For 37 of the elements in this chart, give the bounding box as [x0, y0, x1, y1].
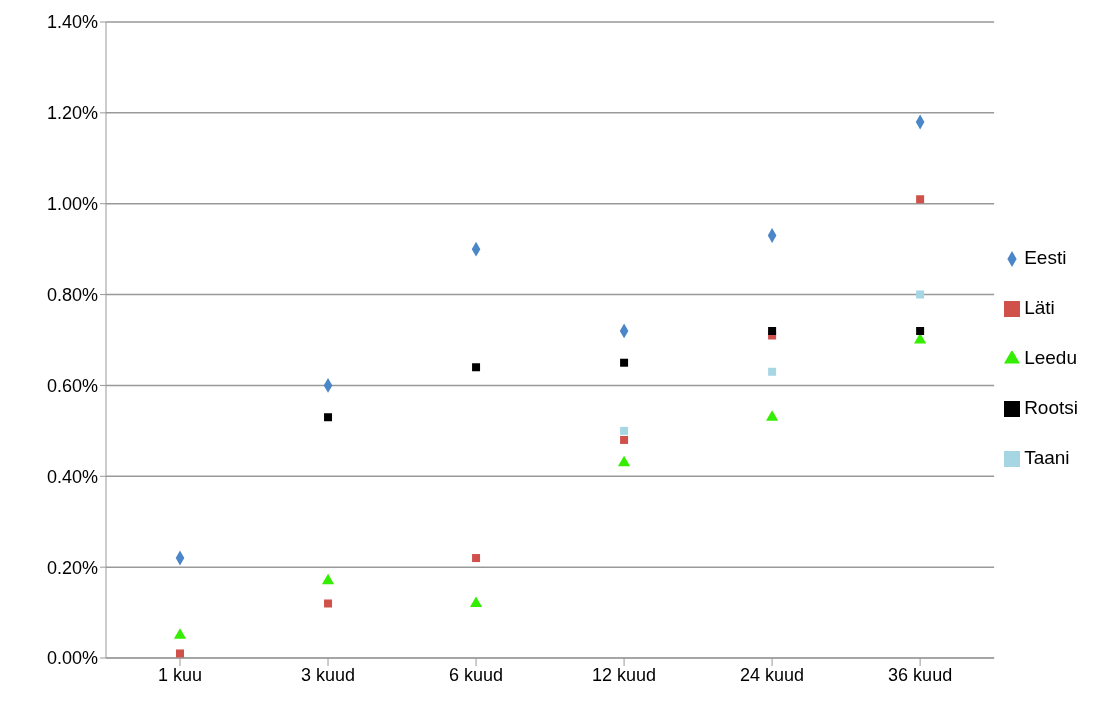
y-tick-label: 0.00%	[46, 648, 98, 669]
legend-label: Leedu	[1024, 347, 1077, 368]
x-tick-label: 12 kuud	[592, 664, 657, 685]
point	[618, 455, 631, 467]
point	[766, 410, 779, 421]
x-tick-label: 1 kuu	[157, 664, 203, 685]
point	[916, 290, 925, 299]
point	[768, 326, 777, 335]
x-tick-label: 6 kuud	[449, 664, 504, 685]
y-tick-label: 0.60%	[46, 375, 98, 396]
x-tick-label: 24 kuud	[740, 664, 805, 685]
legend-label: Läti	[1024, 297, 1055, 318]
x-tick-label: 36 kuud	[888, 664, 953, 685]
y-tick-label: 0.20%	[46, 557, 98, 578]
point	[324, 599, 333, 608]
y-tick-label: 1.00%	[46, 194, 98, 215]
point	[620, 435, 629, 444]
point	[916, 326, 925, 335]
point	[620, 358, 629, 367]
point	[176, 649, 185, 658]
x-tick-label: 3 kuud	[301, 664, 356, 685]
point	[469, 596, 483, 607]
y-tick-label: 0.80%	[46, 284, 98, 305]
point	[620, 426, 629, 435]
point	[321, 573, 335, 585]
legend-label: Taani	[1024, 447, 1070, 468]
y-tick-label: 0.40%	[46, 466, 98, 487]
point	[768, 367, 777, 376]
legend-label: Rootsi	[1024, 397, 1078, 418]
point	[472, 363, 481, 372]
point	[173, 628, 187, 639]
point	[324, 413, 333, 422]
legend-label: Eesti	[1024, 247, 1067, 268]
y-tick-label: 1.20%	[46, 103, 98, 124]
point	[916, 195, 925, 204]
point	[472, 554, 481, 563]
y-tick-label: 1.40%	[46, 12, 98, 33]
